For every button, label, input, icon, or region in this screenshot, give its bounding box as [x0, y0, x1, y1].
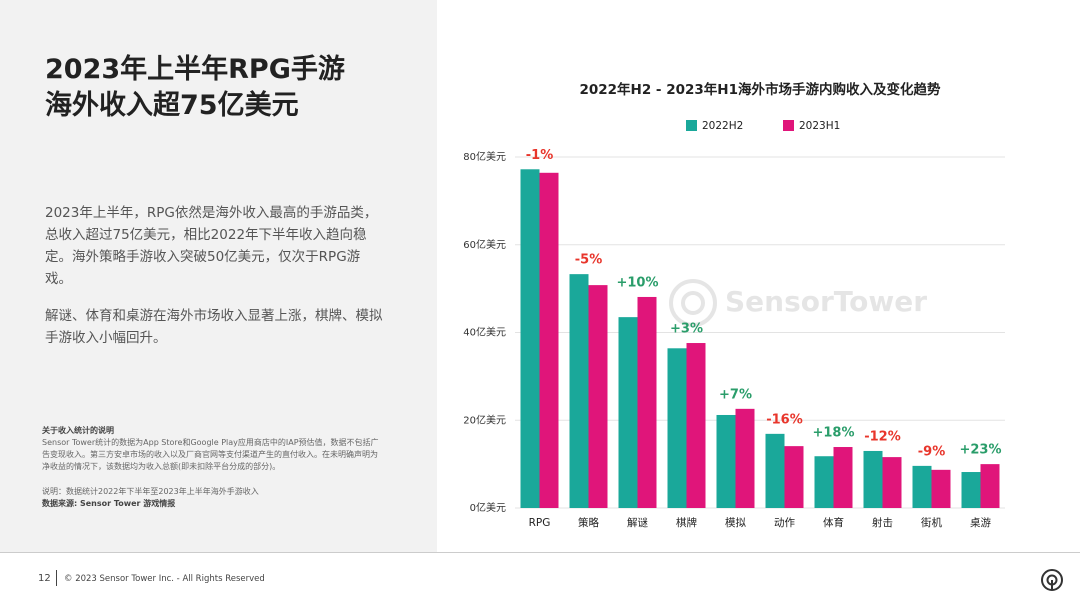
x-tick-label: 街机 [921, 516, 942, 529]
bar [784, 446, 804, 508]
x-tick-label: 棋牌 [676, 516, 697, 529]
x-tick-label: 解谜 [627, 516, 648, 529]
change-label: +3% [670, 322, 703, 337]
explain: 说明：数据统计2022年下半年至2023年上半年海外手游收入 [42, 487, 259, 496]
bar [618, 317, 638, 508]
x-tick-label: RPG [529, 517, 551, 529]
change-label: -12% [864, 429, 901, 444]
bar [735, 408, 755, 508]
bar [980, 464, 1000, 508]
x-tick-label: 体育 [823, 516, 844, 529]
note-title: 关于收入统计的说明 [42, 426, 114, 435]
bar [931, 469, 951, 508]
x-tick-label: 模拟 [725, 516, 746, 529]
bar [686, 343, 706, 508]
headline-line: 2023年上半年RPG手游 [45, 54, 345, 85]
change-label: -9% [918, 444, 945, 459]
bar [569, 274, 589, 508]
bar [716, 414, 736, 508]
headline-line: 海外收入超75亿美元 [45, 90, 299, 121]
logo [1041, 569, 1063, 591]
bar [912, 465, 932, 508]
legend-label: 2023H1 [799, 120, 840, 132]
change-label: +10% [616, 275, 658, 290]
bar [667, 348, 687, 508]
bar [863, 450, 883, 508]
bar [588, 285, 608, 508]
change-label: -1% [526, 148, 553, 163]
paragraph: 2023年上半年，RPG依然是海外收入最高的手游品类，总收入超过75亿美元，相比… [45, 205, 378, 287]
x-tick-label: 射击 [872, 516, 893, 529]
bar [637, 296, 657, 508]
y-tick-label: 80亿美元 [463, 150, 506, 163]
change-label: +23% [959, 443, 1001, 458]
bar [520, 169, 540, 508]
divider [56, 570, 57, 586]
watermark: SensorTower [669, 279, 927, 327]
bar [765, 433, 785, 508]
change-label: +18% [812, 426, 854, 441]
y-tick-label: 60亿美元 [463, 238, 506, 251]
copyright: © 2023 Sensor Tower Inc. - All Rights Re… [64, 574, 265, 584]
chart-title: 2022年H2 - 2023年H1海外市场手游内购收入及变化趋势 [579, 81, 941, 98]
bar [539, 172, 559, 509]
legend-label: 2022H2 [702, 120, 743, 132]
headline: 2023年上半年RPG手游 海外收入超75亿美元 [45, 52, 345, 124]
change-label: -16% [766, 412, 803, 427]
x-tick-label: 策略 [578, 516, 599, 529]
note-body: Sensor Tower统计的数据为App Store和Google Play应… [42, 438, 379, 471]
bar [814, 456, 834, 508]
legend-swatch [686, 120, 697, 131]
paragraph: 解谜、体育和桌游在海外市场收入显著上涨，棋牌、模拟手游收入小幅回升。 [45, 308, 383, 346]
source: 数据来源: Sensor Tower 游戏情报 [42, 499, 176, 508]
bar [833, 447, 853, 508]
footer: 12 © 2023 Sensor Tower Inc. - All Rights… [0, 552, 1080, 603]
x-tick-label: 桌游 [970, 516, 991, 529]
left-panel: 2023年上半年RPG手游 海外收入超75亿美元 2023年上半年，RPG依然是… [0, 0, 437, 552]
bar [882, 457, 902, 508]
change-label: -5% [575, 253, 602, 268]
watermark-text: SensorTower [725, 285, 927, 318]
y-tick-label: 0亿美元 [470, 501, 506, 514]
y-tick-label: 40亿美元 [463, 326, 506, 339]
legend-swatch [783, 120, 794, 131]
bar [961, 472, 981, 508]
chart: SensorTower 2022年H2 - 2023年H1海外市场手游内购收入及… [463, 81, 1005, 529]
page-number: 12 [38, 573, 51, 584]
x-tick-label: 动作 [774, 517, 795, 529]
change-label: +7% [719, 387, 752, 402]
y-tick-label: 20亿美元 [463, 413, 506, 426]
